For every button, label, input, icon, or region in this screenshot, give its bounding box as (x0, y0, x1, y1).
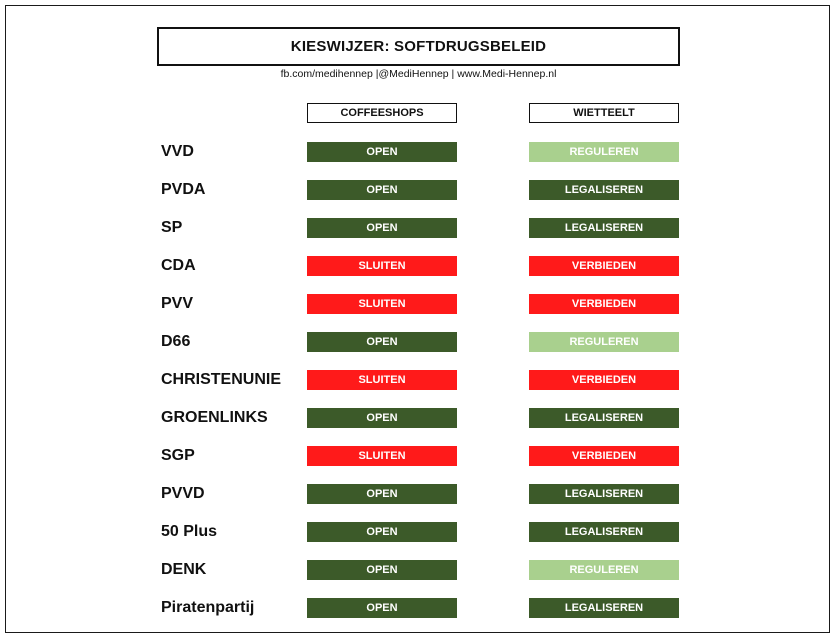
party-name: VVD (161, 143, 194, 160)
coffeeshops-status: OPEN (307, 598, 457, 618)
column-header-coffeeshops: COFFEESHOPS (307, 103, 457, 123)
wietteelt-status: LEGALISEREN (529, 484, 679, 504)
party-name: DENK (161, 561, 207, 578)
wietteelt-status: VERBIEDEN (529, 256, 679, 276)
wietteelt-status: VERBIEDEN (529, 294, 679, 314)
wietteelt-status: REGULEREN (529, 142, 679, 162)
wietteelt-status: REGULEREN (529, 560, 679, 580)
wietteelt-status: REGULEREN (529, 332, 679, 352)
page-title: KIESWIJZER: SOFTDRUGSBELEID (157, 27, 680, 66)
table-row: SP OPEN LEGALISEREN (0, 218, 837, 238)
party-name: GROENLINKS (161, 409, 268, 426)
table-row: D66 OPEN REGULEREN (0, 332, 837, 352)
coffeeshops-status: SLUITEN (307, 370, 457, 390)
coffeeshops-status: OPEN (307, 142, 457, 162)
table-row: PVVD OPEN LEGALISEREN (0, 484, 837, 504)
party-name: PVDA (161, 181, 206, 198)
table-row: CHRISTENUNIE SLUITEN VERBIEDEN (0, 370, 837, 390)
party-name: Piratenpartij (161, 599, 255, 616)
party-name: PVV (161, 295, 194, 312)
wietteelt-status: LEGALISEREN (529, 408, 679, 428)
table-row: SGP SLUITEN VERBIEDEN (0, 446, 837, 466)
party-name: 50 Plus (161, 523, 218, 540)
party-name: CHRISTENUNIE (161, 371, 282, 388)
coffeeshops-status: OPEN (307, 218, 457, 238)
table-row: PVDA OPEN LEGALISEREN (0, 180, 837, 200)
coffeeshops-status: OPEN (307, 180, 457, 200)
wietteelt-status: VERBIEDEN (529, 446, 679, 466)
coffeeshops-status: SLUITEN (307, 446, 457, 466)
social-links: fb.com/medihennep |@MediHennep | www.Med… (280, 68, 557, 80)
wietteelt-status: LEGALISEREN (529, 598, 679, 618)
table-row: DENK OPEN REGULEREN (0, 560, 837, 580)
coffeeshops-status: OPEN (307, 560, 457, 580)
party-name: D66 (161, 333, 191, 350)
party-name: SP (161, 219, 183, 236)
table-row: GROENLINKS OPEN LEGALISEREN (0, 408, 837, 428)
table-row: Piratenpartij OPEN LEGALISEREN (0, 598, 837, 618)
coffeeshops-status: OPEN (307, 522, 457, 542)
party-name: SGP (161, 447, 195, 464)
coffeeshops-status: OPEN (307, 332, 457, 352)
party-name: PVVD (161, 485, 205, 502)
table-row: 50 Plus OPEN LEGALISEREN (0, 522, 837, 542)
wietteelt-status: LEGALISEREN (529, 180, 679, 200)
party-name: CDA (161, 257, 196, 274)
wietteelt-status: VERBIEDEN (529, 370, 679, 390)
wietteelt-status: LEGALISEREN (529, 522, 679, 542)
coffeeshops-status: OPEN (307, 484, 457, 504)
coffeeshops-status: SLUITEN (307, 256, 457, 276)
table-row: CDA SLUITEN VERBIEDEN (0, 256, 837, 276)
column-header-wietteelt: WIETTEELT (529, 103, 679, 123)
coffeeshops-status: OPEN (307, 408, 457, 428)
table-row: PVV SLUITEN VERBIEDEN (0, 294, 837, 314)
table-row: VVD OPEN REGULEREN (0, 142, 837, 162)
coffeeshops-status: SLUITEN (307, 294, 457, 314)
wietteelt-status: LEGALISEREN (529, 218, 679, 238)
